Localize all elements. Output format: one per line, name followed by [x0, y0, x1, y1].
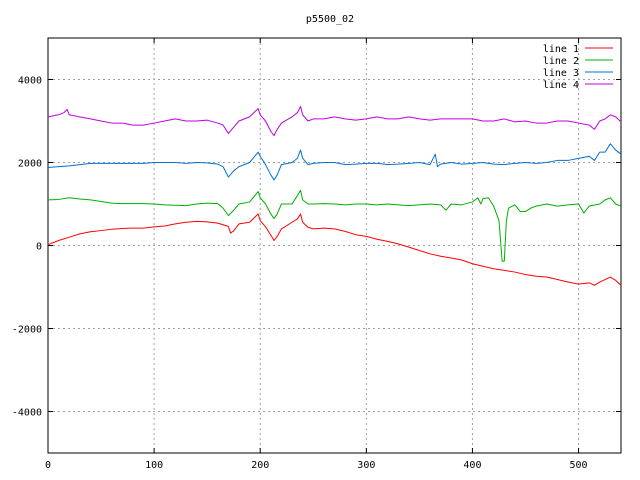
x-tick-label: 200	[251, 460, 269, 471]
x-tick-label: 400	[463, 460, 481, 471]
legend-label-1: line 1	[543, 44, 579, 55]
series-line-2	[47, 189, 622, 262]
legend-label-2: line 2	[543, 56, 579, 67]
x-tick-label: 100	[145, 460, 163, 471]
chart-title: p5500_02	[306, 14, 354, 25]
axes: 0 100 200 300 400 500 -4000 -2000 0 2000 4000	[12, 37, 622, 471]
series-lines	[47, 105, 622, 286]
x-tick-label: 500	[570, 460, 588, 471]
series-line-3	[47, 143, 622, 181]
legend-label-4: line 4	[543, 80, 579, 91]
x-tick-label: 0	[45, 460, 51, 471]
x-tick-label: 300	[357, 460, 375, 471]
grid	[48, 38, 621, 453]
series-line-4	[47, 105, 622, 137]
series-line-1	[47, 213, 622, 286]
y-tick-label: 0	[36, 242, 42, 253]
y-tick-label: -4000	[12, 408, 42, 419]
legend-label-3: line 3	[543, 68, 579, 79]
y-tick-label: -2000	[12, 325, 42, 336]
y-tick-label: 2000	[18, 159, 42, 170]
y-tick-label: 4000	[18, 76, 42, 87]
